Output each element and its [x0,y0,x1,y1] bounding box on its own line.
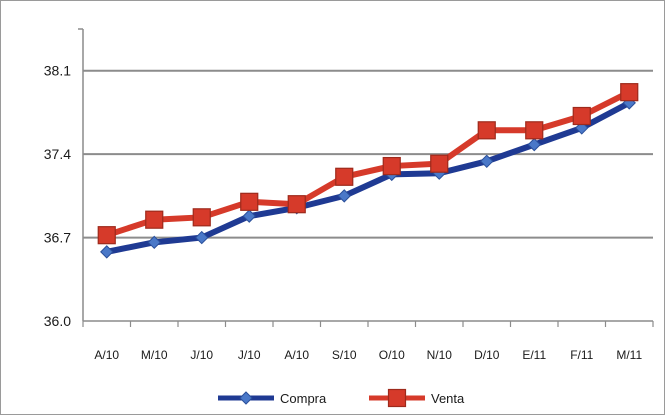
data-point-compra [147,235,161,250]
data-point-venta [430,154,449,173]
data-point-compra [337,189,351,203]
legend-item-compra: Compra [218,391,327,406]
data-point-venta [335,167,354,186]
x-tick-label: A/10 [94,348,119,362]
data-point-venta [240,192,259,211]
y-tick-label: 36.7 [44,230,71,246]
data-point-venta [525,121,544,140]
axes [78,28,654,327]
data-point-venta [287,195,306,214]
x-tick-label: O/10 [379,348,405,362]
series [97,83,639,259]
x-tick-labels: A/10 M/10 J/10 J/10 A/10 S/10 O/10 N/10 D/10 E/11… [94,348,642,362]
x-tick-label: S/10 [332,348,357,362]
data-point-venta [572,106,591,126]
x-tick-label: D/10 [474,348,500,362]
data-point-venta [97,226,116,245]
legend-label: Compra [280,391,327,406]
data-point-venta [620,83,639,102]
legend-label: Venta [431,391,465,406]
y-tick-label: 38.1 [44,63,71,79]
x-tick-label: F/11 [570,348,593,362]
x-tick-label: A/10 [284,348,309,362]
y-tick-label: 37.4 [44,146,71,162]
series-venta [97,83,639,245]
data-point-venta [382,156,401,176]
x-tick-label: M/11 [616,348,642,362]
x-tick-label: J/10 [238,348,261,362]
x-tick-label: M/10 [141,348,168,362]
data-point-compra [242,209,256,223]
data-point-venta [192,208,211,227]
legend: Compra Venta [218,388,465,408]
data-point-compra [195,230,209,245]
gridlines [83,69,653,239]
data-point-compra [527,137,541,152]
series-line-venta [103,89,633,239]
data-point-compra [480,154,494,169]
y-tick-label: 36.0 [44,313,71,329]
y-tick-labels: 36.0 36.7 37.4 38.1 [44,63,71,329]
series-line-compra [103,99,633,255]
legend-swatch-marker [387,388,407,408]
data-point-venta [477,121,496,140]
legend-item-venta: Venta [369,388,465,408]
x-tick-label: J/10 [190,348,213,362]
data-point-compra [100,245,114,259]
data-point-venta [145,210,164,229]
x-tick-label: N/10 [427,348,453,362]
x-tick-label: E/11 [522,348,546,362]
legend-swatch-marker [239,391,253,405]
